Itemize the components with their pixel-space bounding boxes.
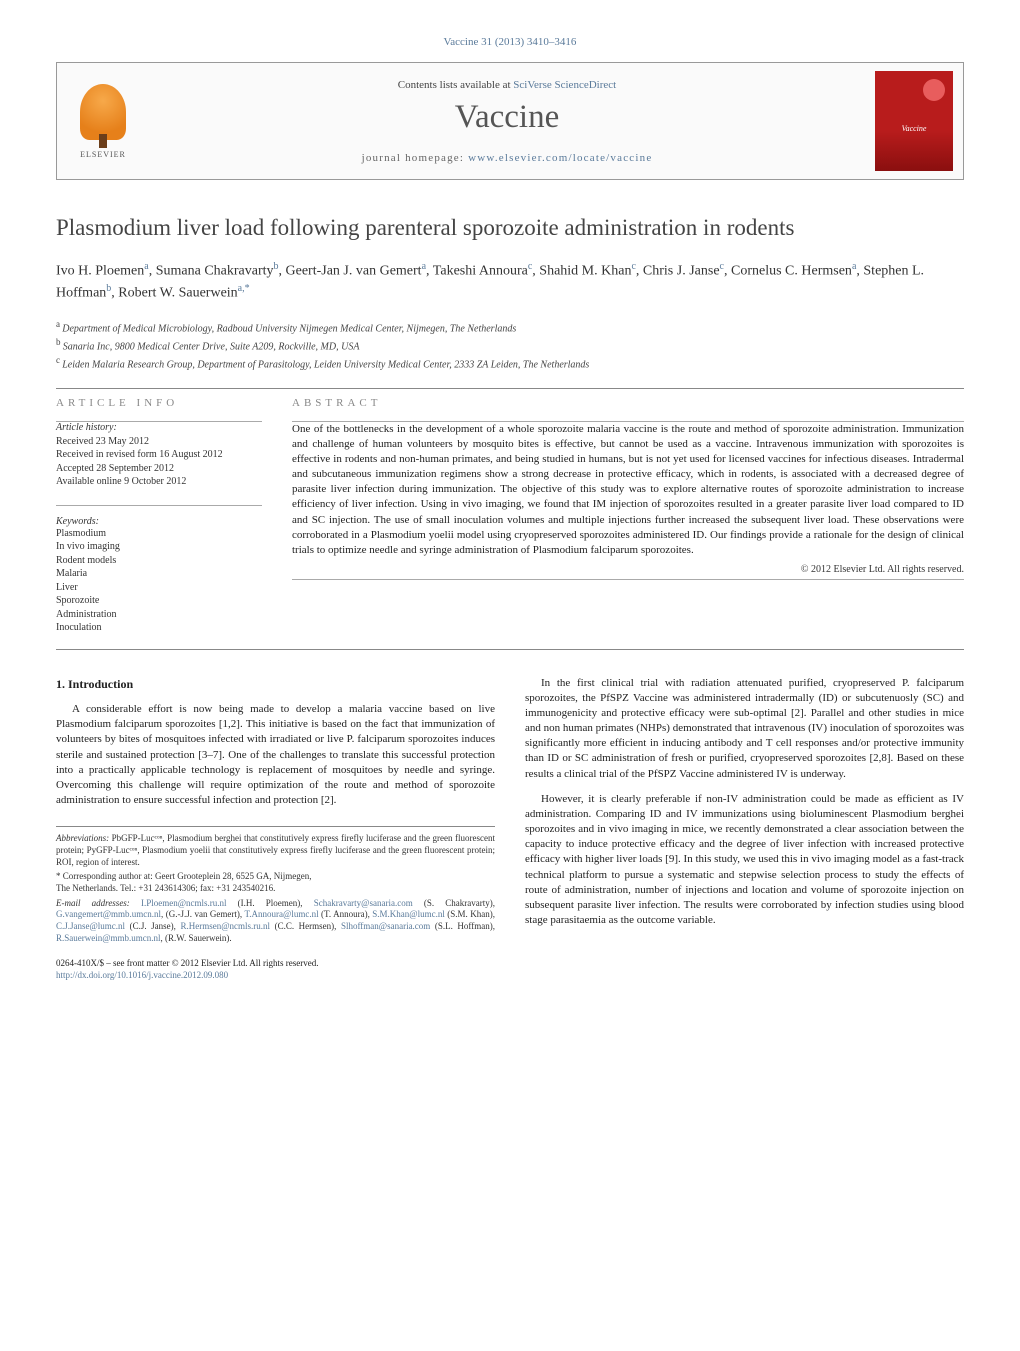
footnotes-block: Abbreviations: PbGFP-Lucᶜᵒⁿ, Plasmodium … (56, 826, 495, 944)
author-name: Robert W. Sauerwein (118, 286, 237, 301)
author-name: Sumana Chakravarty (156, 263, 274, 278)
contents-line: Contents lists available at SciVerse Sci… (139, 79, 875, 91)
issn-block: 0264-410X/$ – see front matter © 2012 El… (56, 958, 495, 981)
journal-name: Vaccine (139, 99, 875, 136)
intro-para-r2: However, it is clearly preferable if non… (525, 792, 964, 929)
email-link[interactable]: G.vangemert@mmb.umcn.nl (56, 909, 161, 919)
history-head: Article history: (56, 422, 262, 433)
author-affil-sup: c (631, 261, 635, 272)
intro-para-left: A considerable effort is now being made … (56, 702, 495, 808)
contents-prefix: Contents lists available at (398, 79, 513, 91)
keyword-item: Administration (56, 608, 262, 622)
issn-line1: 0264-410X/$ – see front matter © 2012 El… (56, 958, 495, 970)
homepage-prefix: journal homepage: (362, 152, 469, 164)
abstract-text: One of the bottlenecks in the developmen… (292, 422, 964, 559)
history-line: Received in revised form 16 August 2012 (56, 448, 262, 462)
authors-line: Ivo H. Ploemena, Sumana Chakravartyb, Ge… (56, 259, 964, 304)
author-name: Chris J. Janse (643, 263, 720, 278)
keyword-item: Liver (56, 581, 262, 595)
emails-block: E-mail addresses: I.Ploemen@ncmls.ru.nl … (56, 898, 495, 945)
author-name: Geert-Jan J. van Gemert (286, 263, 422, 278)
keyword-item: Plasmodium (56, 527, 262, 541)
keyword-item: Rodent models (56, 554, 262, 568)
abstract-label: ABSTRACT (292, 397, 964, 409)
abbrev-text: PbGFP-Lucᶜᵒⁿ, Plasmodium berghei that co… (56, 833, 495, 866)
email-link[interactable]: R.Hermsen@ncmls.ru.nl (180, 921, 270, 931)
email-link[interactable]: R.Sauerwein@mmb.umcn.nl (56, 933, 161, 943)
elsevier-label: ELSEVIER (80, 150, 126, 159)
author-affil-sup: c (528, 261, 532, 272)
info-rule-2 (56, 505, 262, 506)
email-link[interactable]: I.Ploemen@ncmls.ru.nl (141, 898, 227, 908)
abstract-column: ABSTRACT One of the bottlenecks in the d… (292, 397, 964, 635)
keyword-item: Sporozoite (56, 594, 262, 608)
intro-heading: 1. Introduction (56, 676, 495, 693)
citation-link[interactable]: Vaccine 31 (2013) 3410–3416 (444, 36, 577, 48)
article-info-label: ARTICLE INFO (56, 397, 262, 409)
author-name: Ivo H. Ploemen (56, 263, 144, 278)
affiliations-block: a Department of Medical Microbiology, Ra… (56, 318, 964, 371)
history-block: Received 23 May 2012Received in revised … (56, 435, 262, 489)
corresp-line2: The Netherlands. Tel.: +31 243614306; fa… (56, 883, 495, 895)
affil-sup: a (56, 319, 62, 329)
journal-cover-thumb: Vaccine (875, 71, 953, 171)
header-center: Contents lists available at SciVerse Sci… (139, 79, 875, 164)
email-link[interactable]: Slhoffman@sanaria.com (341, 921, 430, 931)
abbrev-line: Abbreviations: PbGFP-Lucᶜᵒⁿ, Plasmodium … (56, 833, 495, 868)
elsevier-logo: ELSEVIER (67, 78, 139, 164)
abstract-copyright: © 2012 Elsevier Ltd. All rights reserved… (292, 564, 964, 575)
history-line: Accepted 28 September 2012 (56, 462, 262, 476)
info-abstract-row: ARTICLE INFO Article history: Received 2… (56, 397, 964, 635)
rule-mid (56, 649, 964, 650)
body-col-right: In the first clinical trial with radiati… (525, 676, 964, 982)
author-name: Takeshi Annoura (433, 263, 528, 278)
affil-sup: b (56, 337, 63, 347)
email-link[interactable]: C.J.Janse@lumc.nl (56, 921, 125, 931)
affil-sup: c (56, 355, 62, 365)
keywords-block: PlasmodiumIn vivo imagingRodent modelsMa… (56, 527, 262, 635)
author-affil-sup: a,* (238, 283, 250, 294)
sciencedirect-link[interactable]: SciVerse ScienceDirect (513, 79, 616, 91)
rule-top (56, 388, 964, 389)
author-name: Cornelus C. Hermsen (731, 263, 852, 278)
abs-rule-2 (292, 579, 964, 580)
elsevier-tree-icon (80, 84, 126, 140)
history-line: Received 23 May 2012 (56, 435, 262, 449)
affiliation-line: a Department of Medical Microbiology, Ra… (56, 318, 964, 336)
keywords-head: Keywords: (56, 516, 262, 527)
doi-link[interactable]: http://dx.doi.org/10.1016/j.vaccine.2012… (56, 970, 228, 980)
body-col-left: 1. Introduction A considerable effort is… (56, 676, 495, 982)
author-affil-sup: a (852, 261, 856, 272)
keyword-item: In vivo imaging (56, 540, 262, 554)
keyword-item: Malaria (56, 567, 262, 581)
intro-para-r1: In the first clinical trial with radiati… (525, 676, 964, 782)
author-affil-sup: a (422, 261, 426, 272)
affiliation-line: b Sanaria Inc, 9800 Medical Center Drive… (56, 336, 964, 354)
history-line: Available online 9 October 2012 (56, 475, 262, 489)
affiliation-line: c Leiden Malaria Research Group, Departm… (56, 354, 964, 372)
article-info-column: ARTICLE INFO Article history: Received 2… (56, 397, 262, 635)
cover-thumb-label: Vaccine (902, 124, 927, 133)
email-link[interactable]: S.M.Khan@lumc.nl (372, 909, 445, 919)
corresp-line1: * Corresponding author at: Geert Grootep… (56, 871, 495, 883)
keyword-item: Inoculation (56, 621, 262, 635)
author-affil-sup: b (106, 283, 111, 294)
homepage-line: journal homepage: www.elsevier.com/locat… (139, 152, 875, 164)
article-title: Plasmodium liver load following parenter… (56, 214, 964, 243)
homepage-link[interactable]: www.elsevier.com/locate/vaccine (468, 152, 652, 164)
author-affil-sup: b (274, 261, 279, 272)
author-affil-sup: c (720, 261, 724, 272)
page-root: Vaccine 31 (2013) 3410–3416 ELSEVIER Con… (0, 0, 1020, 1022)
author-affil-sup: a (144, 261, 148, 272)
abbrev-head: Abbreviations: (56, 833, 109, 843)
journal-header-box: ELSEVIER Contents lists available at Sci… (56, 62, 964, 180)
email-link[interactable]: Schakravarty@sanaria.com (314, 898, 413, 908)
body-two-col: 1. Introduction A considerable effort is… (56, 676, 964, 982)
email-head: E-mail addresses: (56, 898, 141, 908)
author-name: Shahid M. Khan (539, 263, 631, 278)
top-citation: Vaccine 31 (2013) 3410–3416 (56, 36, 964, 48)
email-link[interactable]: T.Annoura@lumc.nl (244, 909, 318, 919)
